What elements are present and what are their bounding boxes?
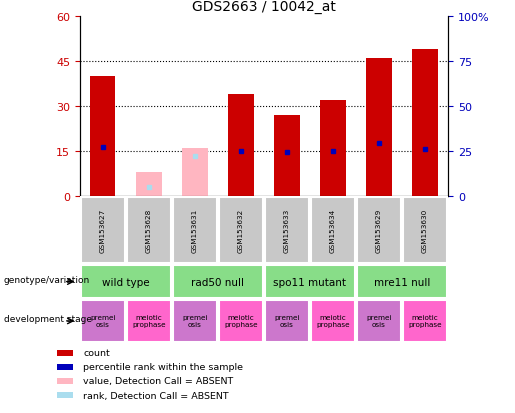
Bar [90, 76, 115, 196]
Bar [57, 350, 73, 356]
Bar [357, 265, 447, 299]
Text: GSM153634: GSM153634 [330, 208, 336, 252]
Bar [403, 300, 447, 342]
Bar [311, 300, 355, 342]
Text: value, Detection Call = ABSENT: value, Detection Call = ABSENT [83, 377, 234, 385]
Bar [228, 95, 253, 196]
Text: GSM153630: GSM153630 [422, 208, 428, 252]
Title: GDS2663 / 10042_at: GDS2663 / 10042_at [192, 0, 336, 14]
Text: GSM153633: GSM153633 [284, 208, 290, 252]
Text: meiotic
prophase: meiotic prophase [316, 315, 350, 328]
Text: premei
osis: premei osis [90, 315, 115, 328]
Text: meiotic
prophase: meiotic prophase [132, 315, 166, 328]
Text: premei
osis: premei osis [182, 315, 208, 328]
Bar [57, 364, 73, 370]
Text: rank, Detection Call = ABSENT: rank, Detection Call = ABSENT [83, 391, 229, 400]
Text: meiotic
prophase: meiotic prophase [408, 315, 442, 328]
Text: premei
osis: premei osis [366, 315, 392, 328]
Bar [265, 197, 309, 263]
Bar [357, 197, 401, 263]
Bar [219, 300, 263, 342]
Bar [182, 148, 208, 196]
Bar [173, 197, 217, 263]
Bar [81, 300, 125, 342]
Bar [127, 300, 171, 342]
Bar [173, 265, 263, 299]
Text: count: count [83, 349, 110, 357]
Bar [173, 300, 217, 342]
Text: premei
osis: premei osis [274, 315, 300, 328]
Bar [136, 172, 162, 196]
Bar [127, 197, 171, 263]
Bar [357, 300, 401, 342]
Bar [57, 392, 73, 398]
Text: rad50 null: rad50 null [192, 277, 245, 287]
Text: percentile rank within the sample: percentile rank within the sample [83, 363, 244, 371]
Bar [81, 197, 125, 263]
Bar [265, 265, 355, 299]
Bar [403, 197, 447, 263]
Bar [311, 197, 355, 263]
Bar [413, 50, 438, 196]
Bar [81, 265, 171, 299]
Bar [57, 378, 73, 384]
Text: meiotic
prophase: meiotic prophase [224, 315, 258, 328]
Bar [320, 100, 346, 196]
Text: wild type: wild type [102, 277, 150, 287]
Bar [219, 197, 263, 263]
Bar [265, 300, 309, 342]
Text: GSM153632: GSM153632 [238, 208, 244, 252]
Text: mre11 null: mre11 null [374, 277, 430, 287]
Text: spo11 mutant: spo11 mutant [273, 277, 347, 287]
Text: GSM153629: GSM153629 [376, 208, 382, 252]
Bar [366, 58, 392, 196]
Text: development stage: development stage [4, 314, 92, 323]
Text: GSM153631: GSM153631 [192, 208, 198, 252]
Bar [274, 115, 300, 196]
Text: GSM153627: GSM153627 [100, 208, 106, 252]
Text: genotype/variation: genotype/variation [4, 275, 90, 285]
Text: GSM153628: GSM153628 [146, 208, 152, 252]
